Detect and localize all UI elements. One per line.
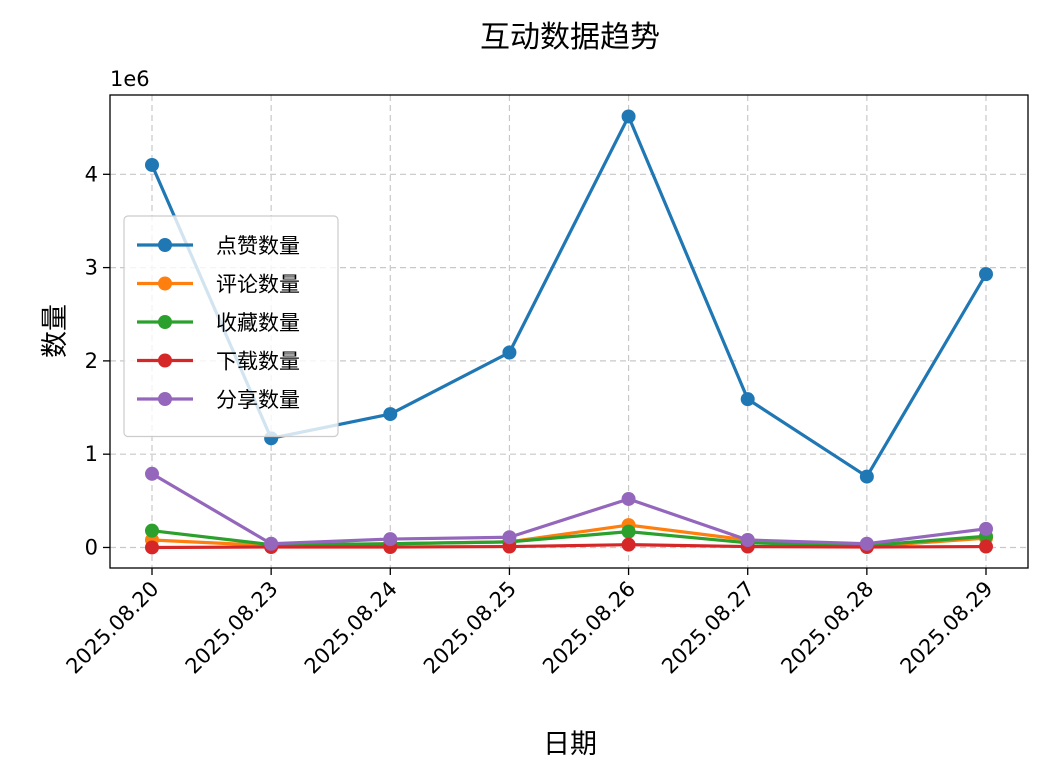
legend-marker (158, 392, 172, 406)
data-point (264, 536, 279, 551)
x-tick-label: 2025.08.23 (181, 577, 283, 679)
x-tick-label: 2025.08.25 (419, 577, 521, 679)
y-tick-label: 0 (85, 535, 98, 559)
plot-frame (109, 94, 1029, 569)
data-point (383, 532, 398, 547)
data-point (859, 469, 874, 484)
legend-marker (158, 238, 172, 252)
data-point (145, 157, 159, 172)
data-point (145, 523, 159, 538)
x-tick-label: 2025.08.24 (300, 577, 402, 679)
chart-title: 互动数据趋势 (480, 20, 660, 55)
y-axis-label: 数量 (40, 304, 71, 358)
data-point (621, 524, 636, 539)
data-point (979, 521, 993, 536)
legend-marker (158, 353, 172, 368)
data-point (383, 407, 398, 422)
x-tick-label: 2025.08.20 (62, 577, 164, 679)
series-line (151, 472, 987, 546)
x-axis-label: 日期 (543, 729, 597, 760)
x-tick-label: 2025.08.27 (657, 577, 759, 679)
series-line (151, 543, 987, 550)
legend-label: 评论数量 (216, 273, 300, 297)
legend-label: 点赞数量 (216, 234, 300, 258)
data-point (740, 392, 755, 407)
data-point (145, 540, 159, 555)
data-point (145, 466, 159, 481)
data-point (740, 533, 755, 548)
data-point (979, 539, 993, 554)
data-point (979, 267, 993, 282)
y-tick-label: 1 (85, 442, 98, 466)
data-point (502, 345, 517, 360)
y-offset-label: 1e6 (110, 67, 150, 91)
x-tick-label: 2025.08.28 (776, 577, 878, 679)
legend-marker (158, 315, 172, 329)
legend-marker (158, 276, 172, 291)
y-tick-label: 4 (85, 162, 98, 186)
x-axis-ticks: 2025.08.20 2025.08.23 2025.08.24 2025.08.25… (62, 568, 998, 679)
data-point (621, 537, 636, 552)
legend-box (123, 215, 339, 438)
y-tick-label: 2 (85, 349, 98, 373)
x-tick-label: 2025.08.29 (896, 577, 998, 679)
y-axis-ticks: 0 1 2 3 4 (85, 162, 110, 559)
data-point (502, 530, 517, 545)
legend-label: 下载数量 (216, 350, 300, 374)
legend-label: 分享数量 (216, 388, 300, 412)
legend-label: 收藏数量 (216, 311, 300, 335)
data-point (621, 491, 636, 506)
data-point (859, 536, 874, 551)
y-tick-label: 3 (85, 256, 98, 280)
data-point (621, 109, 636, 124)
x-tick-label: 2025.08.26 (538, 577, 640, 679)
